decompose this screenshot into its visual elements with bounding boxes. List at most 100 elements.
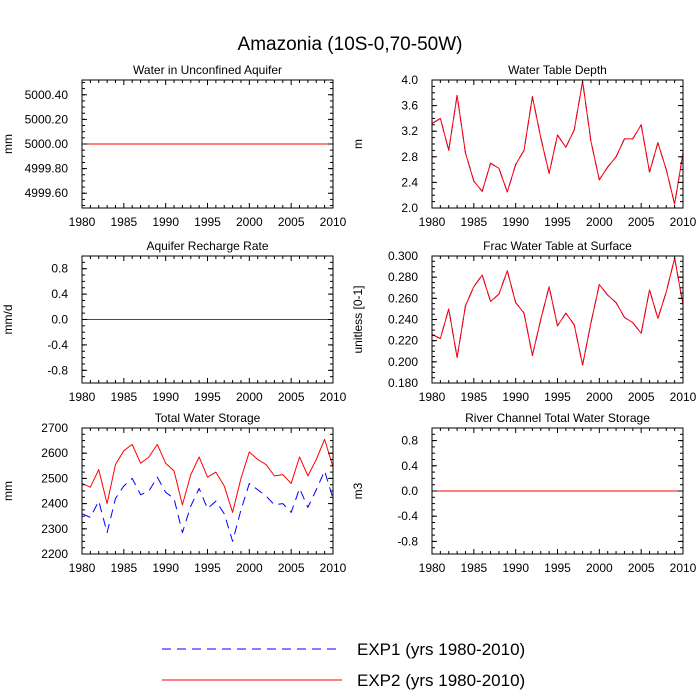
x-tick-label: 1980 xyxy=(69,561,96,575)
y-tick-label: 2200 xyxy=(41,547,68,561)
y-tick-label: 2.8 xyxy=(401,150,418,164)
y-tick-label: 3.2 xyxy=(401,124,418,138)
x-tick-label: 1990 xyxy=(152,561,179,575)
y-tick-label: 0.260 xyxy=(388,291,418,305)
chart-panel-0: Water in Unconfined Aquifer mm 1980 1985 199… xyxy=(1,63,347,229)
x-tick-label: 1980 xyxy=(69,390,96,404)
x-tick-label: 1990 xyxy=(502,561,529,575)
y-tick-label: 2500 xyxy=(41,471,68,485)
x-tick-label: 1990 xyxy=(502,215,529,229)
plot-frame xyxy=(81,427,334,555)
x-tick-label: 1985 xyxy=(110,561,137,575)
y-tick-label: 2300 xyxy=(41,522,68,536)
series-line-exp2 xyxy=(82,438,333,513)
panel-title: Water Table Depth xyxy=(508,63,607,77)
y-tick-label: 5000.40 xyxy=(25,88,69,102)
x-tick-label: 2000 xyxy=(236,215,263,229)
x-tick-label: 1980 xyxy=(419,215,446,229)
y-tick-label: 0.4 xyxy=(51,287,68,301)
x-tick-label: 1985 xyxy=(110,215,137,229)
panel-title: River Channel Total Water Storage xyxy=(465,411,650,425)
x-tick-label: 1980 xyxy=(419,561,446,575)
x-tick-label: 1990 xyxy=(152,215,179,229)
figure-title: Amazonia (10S-0,70-50W) xyxy=(238,34,463,55)
y-axis-label: unitless [0-1] xyxy=(351,285,365,353)
y-tick-label: 0.0 xyxy=(401,484,418,498)
panel-title: Total Water Storage xyxy=(155,411,261,425)
x-tick-label: 1985 xyxy=(110,390,137,404)
x-tick-label: 2005 xyxy=(278,215,305,229)
series-group xyxy=(82,438,333,542)
series-line-exp1 xyxy=(432,80,683,205)
x-tick-label: 2010 xyxy=(320,561,347,575)
x-tick-label: 2010 xyxy=(670,561,697,575)
y-axis-label: mm/d xyxy=(1,305,15,335)
x-tick-label: 2000 xyxy=(586,561,613,575)
x-tick-label: 2005 xyxy=(628,390,655,404)
series-group xyxy=(432,257,683,366)
y-tick-label: 2700 xyxy=(41,421,68,435)
chart-panel-2: Aquifer Recharge Rate mm/d 1980 1985 1990 199… xyxy=(1,239,347,404)
y-tick-label: 4999.60 xyxy=(25,186,69,200)
x-tick-label: 1985 xyxy=(460,561,487,575)
x-tick-label: 2005 xyxy=(278,561,305,575)
x-tick-label: 1980 xyxy=(419,390,446,404)
x-tick-label: 1985 xyxy=(460,215,487,229)
x-tick-label: 2005 xyxy=(278,390,305,404)
y-tick-label: 0.300 xyxy=(388,249,418,263)
x-tick-label: 1990 xyxy=(152,390,179,404)
y-tick-label: -0.4 xyxy=(47,338,68,352)
y-axis-label: mm xyxy=(1,481,15,501)
x-tick-label: 2010 xyxy=(670,390,697,404)
x-tick-label: 2005 xyxy=(628,561,655,575)
panel-title: Aquifer Recharge Rate xyxy=(146,239,268,253)
y-axis-label: m3 xyxy=(351,482,365,499)
panel-title: Water in Unconfined Aquifer xyxy=(133,63,282,77)
y-tick-label: 0.220 xyxy=(388,334,418,348)
x-tick-label: 2000 xyxy=(236,561,263,575)
chart-panel-5: River Channel Total Water Storage m3 1980 1… xyxy=(351,411,697,575)
series-line-exp2 xyxy=(432,257,683,366)
y-tick-label: 0.8 xyxy=(401,434,418,448)
y-axis-label: m xyxy=(351,139,365,149)
y-tick-label: 2.0 xyxy=(401,201,418,215)
y-tick-label: 0.4 xyxy=(401,459,418,473)
y-tick-label: 4.0 xyxy=(401,73,418,87)
x-tick-label: 1995 xyxy=(544,390,571,404)
x-tick-label: 2000 xyxy=(586,390,613,404)
x-tick-label: 1980 xyxy=(69,215,96,229)
y-tick-label: 0.180 xyxy=(388,376,418,390)
chart-panel-1: Water Table Depth m 1980 1985 1990 1995 2000 20… xyxy=(351,63,697,229)
y-tick-label: -0.8 xyxy=(47,363,68,377)
chart-panel-3: Frac Water Table at Surface unitless [0-1… xyxy=(351,239,697,404)
x-tick-label: 2010 xyxy=(670,215,697,229)
y-tick-label: 3.6 xyxy=(401,99,418,113)
x-tick-label: 2000 xyxy=(586,215,613,229)
legend: EXP1 (yrs 1980-2010) EXP2 (yrs 1980-2010… xyxy=(162,640,525,690)
y-tick-label: -0.4 xyxy=(397,509,418,523)
x-tick-label: 2010 xyxy=(320,215,347,229)
x-tick-label: 1995 xyxy=(194,390,221,404)
series-line-exp2 xyxy=(432,80,683,205)
plot-frame xyxy=(431,255,684,384)
y-tick-label: 5000.00 xyxy=(25,137,69,151)
panel-title: Frac Water Table at Surface xyxy=(483,239,632,253)
y-tick-label: -0.8 xyxy=(397,534,418,548)
series-group xyxy=(432,80,683,205)
legend-label-exp1: EXP1 (yrs 1980-2010) xyxy=(357,640,525,659)
y-tick-label: 4999.80 xyxy=(25,162,69,176)
y-tick-label: 5000.20 xyxy=(25,112,69,126)
y-tick-label: 0.200 xyxy=(388,355,418,369)
x-tick-label: 2010 xyxy=(320,390,347,404)
y-tick-label: 0.280 xyxy=(388,270,418,284)
panel-grid: Water in Unconfined Aquifer mm 1980 1985 199… xyxy=(1,63,697,575)
x-tick-label: 1995 xyxy=(544,561,571,575)
y-axis-label: mm xyxy=(1,134,15,154)
x-tick-label: 1985 xyxy=(460,390,487,404)
x-tick-label: 2005 xyxy=(628,215,655,229)
x-tick-label: 1995 xyxy=(194,561,221,575)
plot-frame xyxy=(431,79,684,209)
y-tick-label: 2400 xyxy=(41,497,68,511)
x-tick-label: 2000 xyxy=(236,390,263,404)
x-tick-label: 1990 xyxy=(502,390,529,404)
